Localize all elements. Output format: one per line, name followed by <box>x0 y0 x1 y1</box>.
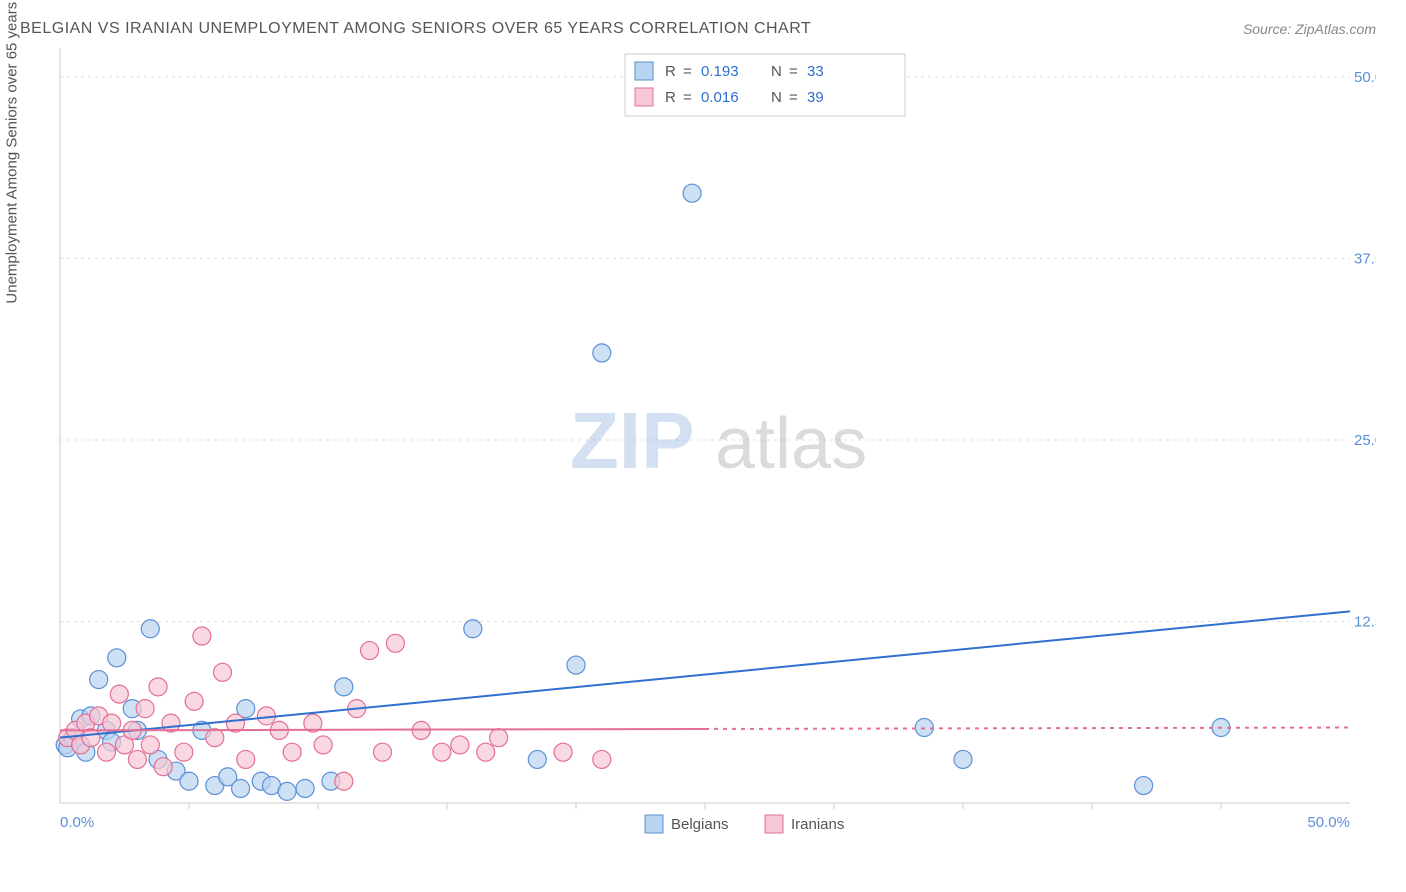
legend-label: Belgians <box>671 816 729 833</box>
y-tick-label: 37.5% <box>1354 251 1376 268</box>
data-point <box>206 729 224 747</box>
data-point <box>185 692 203 710</box>
data-point <box>683 184 701 202</box>
data-point <box>128 750 146 768</box>
data-point <box>141 736 159 754</box>
legend-swatch <box>765 815 783 833</box>
data-point <box>141 620 159 638</box>
trend-line-dashed-iranians <box>705 728 1350 729</box>
svg-text:N: N <box>771 63 782 80</box>
data-point <box>314 736 332 754</box>
data-point <box>554 743 572 761</box>
source-prefix: Source: <box>1243 21 1295 37</box>
data-point <box>451 736 469 754</box>
legend-swatch <box>645 815 663 833</box>
data-point <box>528 750 546 768</box>
stat-r-value: 0.193 <box>701 63 739 80</box>
svg-text:R: R <box>665 63 676 80</box>
series-belgians <box>56 184 1230 800</box>
data-point <box>232 779 250 797</box>
correlation-scatter-chart: 12.5% 25.0% 37.5% 50.0% 0.0% 50.0% ZIP atlas R = 0… <box>50 48 1376 848</box>
stat-n-value: 33 <box>807 63 824 80</box>
data-point <box>90 671 108 689</box>
data-point <box>433 743 451 761</box>
data-point <box>593 750 611 768</box>
data-point <box>490 729 508 747</box>
data-point <box>283 743 301 761</box>
data-point <box>214 663 232 681</box>
data-point <box>180 772 198 790</box>
stat-r-value: 0.016 <box>701 89 739 106</box>
data-point <box>237 750 255 768</box>
series-legend: Belgians Iranians <box>645 815 844 833</box>
source-attribution: Source: ZipAtlas.com <box>1243 21 1376 37</box>
stats-swatch <box>635 62 653 80</box>
chart-title: BELGIAN VS IRANIAN UNEMPLOYMENT AMONG SE… <box>20 20 811 38</box>
data-point <box>335 678 353 696</box>
data-point <box>82 729 100 747</box>
data-point <box>593 344 611 362</box>
data-point <box>136 700 154 718</box>
data-point <box>278 782 296 800</box>
svg-text:N: N <box>771 89 782 106</box>
svg-text:atlas: atlas <box>715 404 867 484</box>
data-point <box>296 779 314 797</box>
trend-line-belgians <box>60 611 1350 737</box>
x-tick-max: 50.0% <box>1307 814 1350 831</box>
y-tick-label: 50.0% <box>1354 69 1376 86</box>
y-tick-label: 12.5% <box>1354 614 1376 631</box>
data-point <box>954 750 972 768</box>
y-axis-label: Unemployment Among Seniors over 65 years <box>4 2 21 304</box>
data-point <box>149 678 167 696</box>
stats-box: R = 0.193 N = 33 R = 0.016 N = 39 <box>625 54 905 116</box>
data-point <box>374 743 392 761</box>
watermark: ZIP atlas <box>570 396 867 485</box>
svg-text:=: = <box>789 89 798 106</box>
data-point <box>193 627 211 645</box>
svg-text:R: R <box>665 89 676 106</box>
data-point <box>386 634 404 652</box>
data-point <box>108 649 126 667</box>
svg-text:=: = <box>683 63 692 80</box>
data-point <box>335 772 353 790</box>
data-point <box>361 642 379 660</box>
series-iranians <box>59 627 611 790</box>
svg-text:=: = <box>789 63 798 80</box>
data-point <box>477 743 495 761</box>
data-point <box>1135 777 1153 795</box>
svg-text:ZIP: ZIP <box>570 396 694 485</box>
x-tick-min: 0.0% <box>60 814 94 831</box>
data-point <box>97 743 115 761</box>
source-name: ZipAtlas.com <box>1295 21 1376 37</box>
data-point <box>464 620 482 638</box>
svg-text:=: = <box>683 89 692 106</box>
y-tick-label: 25.0% <box>1354 432 1376 449</box>
data-point <box>154 758 172 776</box>
legend-label: Iranians <box>791 816 844 833</box>
data-point <box>567 656 585 674</box>
data-point <box>110 685 128 703</box>
stat-n-value: 39 <box>807 89 824 106</box>
data-point <box>175 743 193 761</box>
stats-swatch <box>635 88 653 106</box>
